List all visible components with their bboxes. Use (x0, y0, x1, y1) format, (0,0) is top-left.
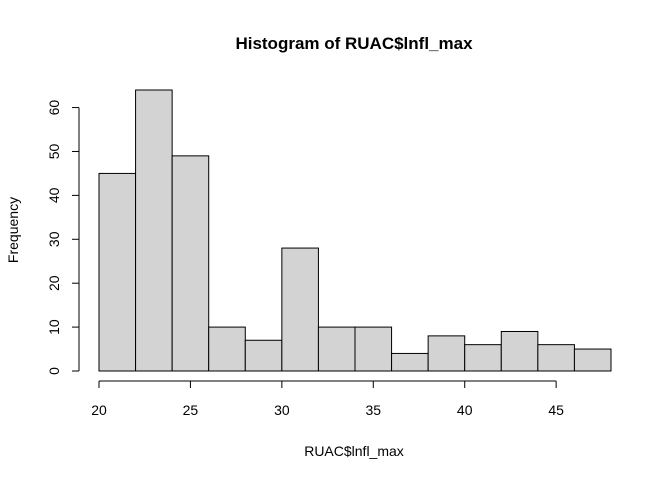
histogram-bars (98, 89, 612, 372)
histogram-bar-13 (537, 344, 575, 372)
histogram-bar-5 (244, 339, 283, 372)
histogram-bar-6 (281, 247, 319, 372)
histogram-bar-2 (135, 89, 173, 372)
histogram-bar-7 (317, 326, 356, 372)
histogram-bar-10 (427, 335, 466, 372)
y-tick-label-60: 60 (46, 100, 62, 116)
x-tick-label-45: 45 (548, 402, 564, 418)
x-tick-label-20: 20 (91, 402, 107, 418)
y-tick-label-0: 0 (46, 367, 62, 375)
x-tick-label-40: 40 (457, 402, 473, 418)
histogram-bar-8 (354, 326, 393, 372)
histogram-bar-4 (208, 326, 246, 372)
y-tick-label-20: 20 (46, 275, 62, 291)
histogram-bar-9 (391, 352, 429, 372)
y-axis: 0 10 20 30 40 50 60 (46, 100, 80, 375)
y-tick-label-30: 30 (46, 231, 62, 247)
y-tick-label-10: 10 (46, 319, 62, 335)
y-tick-label-50: 50 (46, 143, 62, 159)
x-axis: 20 25 30 35 40 45 (91, 380, 564, 418)
histogram-bar-14 (573, 348, 612, 372)
y-axis-label: Frequency (5, 197, 21, 263)
x-axis-label: RUAC$lnfl_max (304, 443, 404, 459)
x-tick-label-30: 30 (274, 402, 290, 418)
histogram-bar-12 (500, 330, 539, 372)
y-tick-label-40: 40 (46, 187, 62, 203)
x-tick-label-35: 35 (365, 402, 381, 418)
chart-title: Histogram of RUAC$lnfl_max (235, 34, 473, 53)
histogram-bar-3 (171, 155, 210, 372)
x-tick-label-25: 25 (183, 402, 199, 418)
histogram-bar-11 (464, 344, 502, 372)
histogram-bar-1 (98, 172, 137, 372)
